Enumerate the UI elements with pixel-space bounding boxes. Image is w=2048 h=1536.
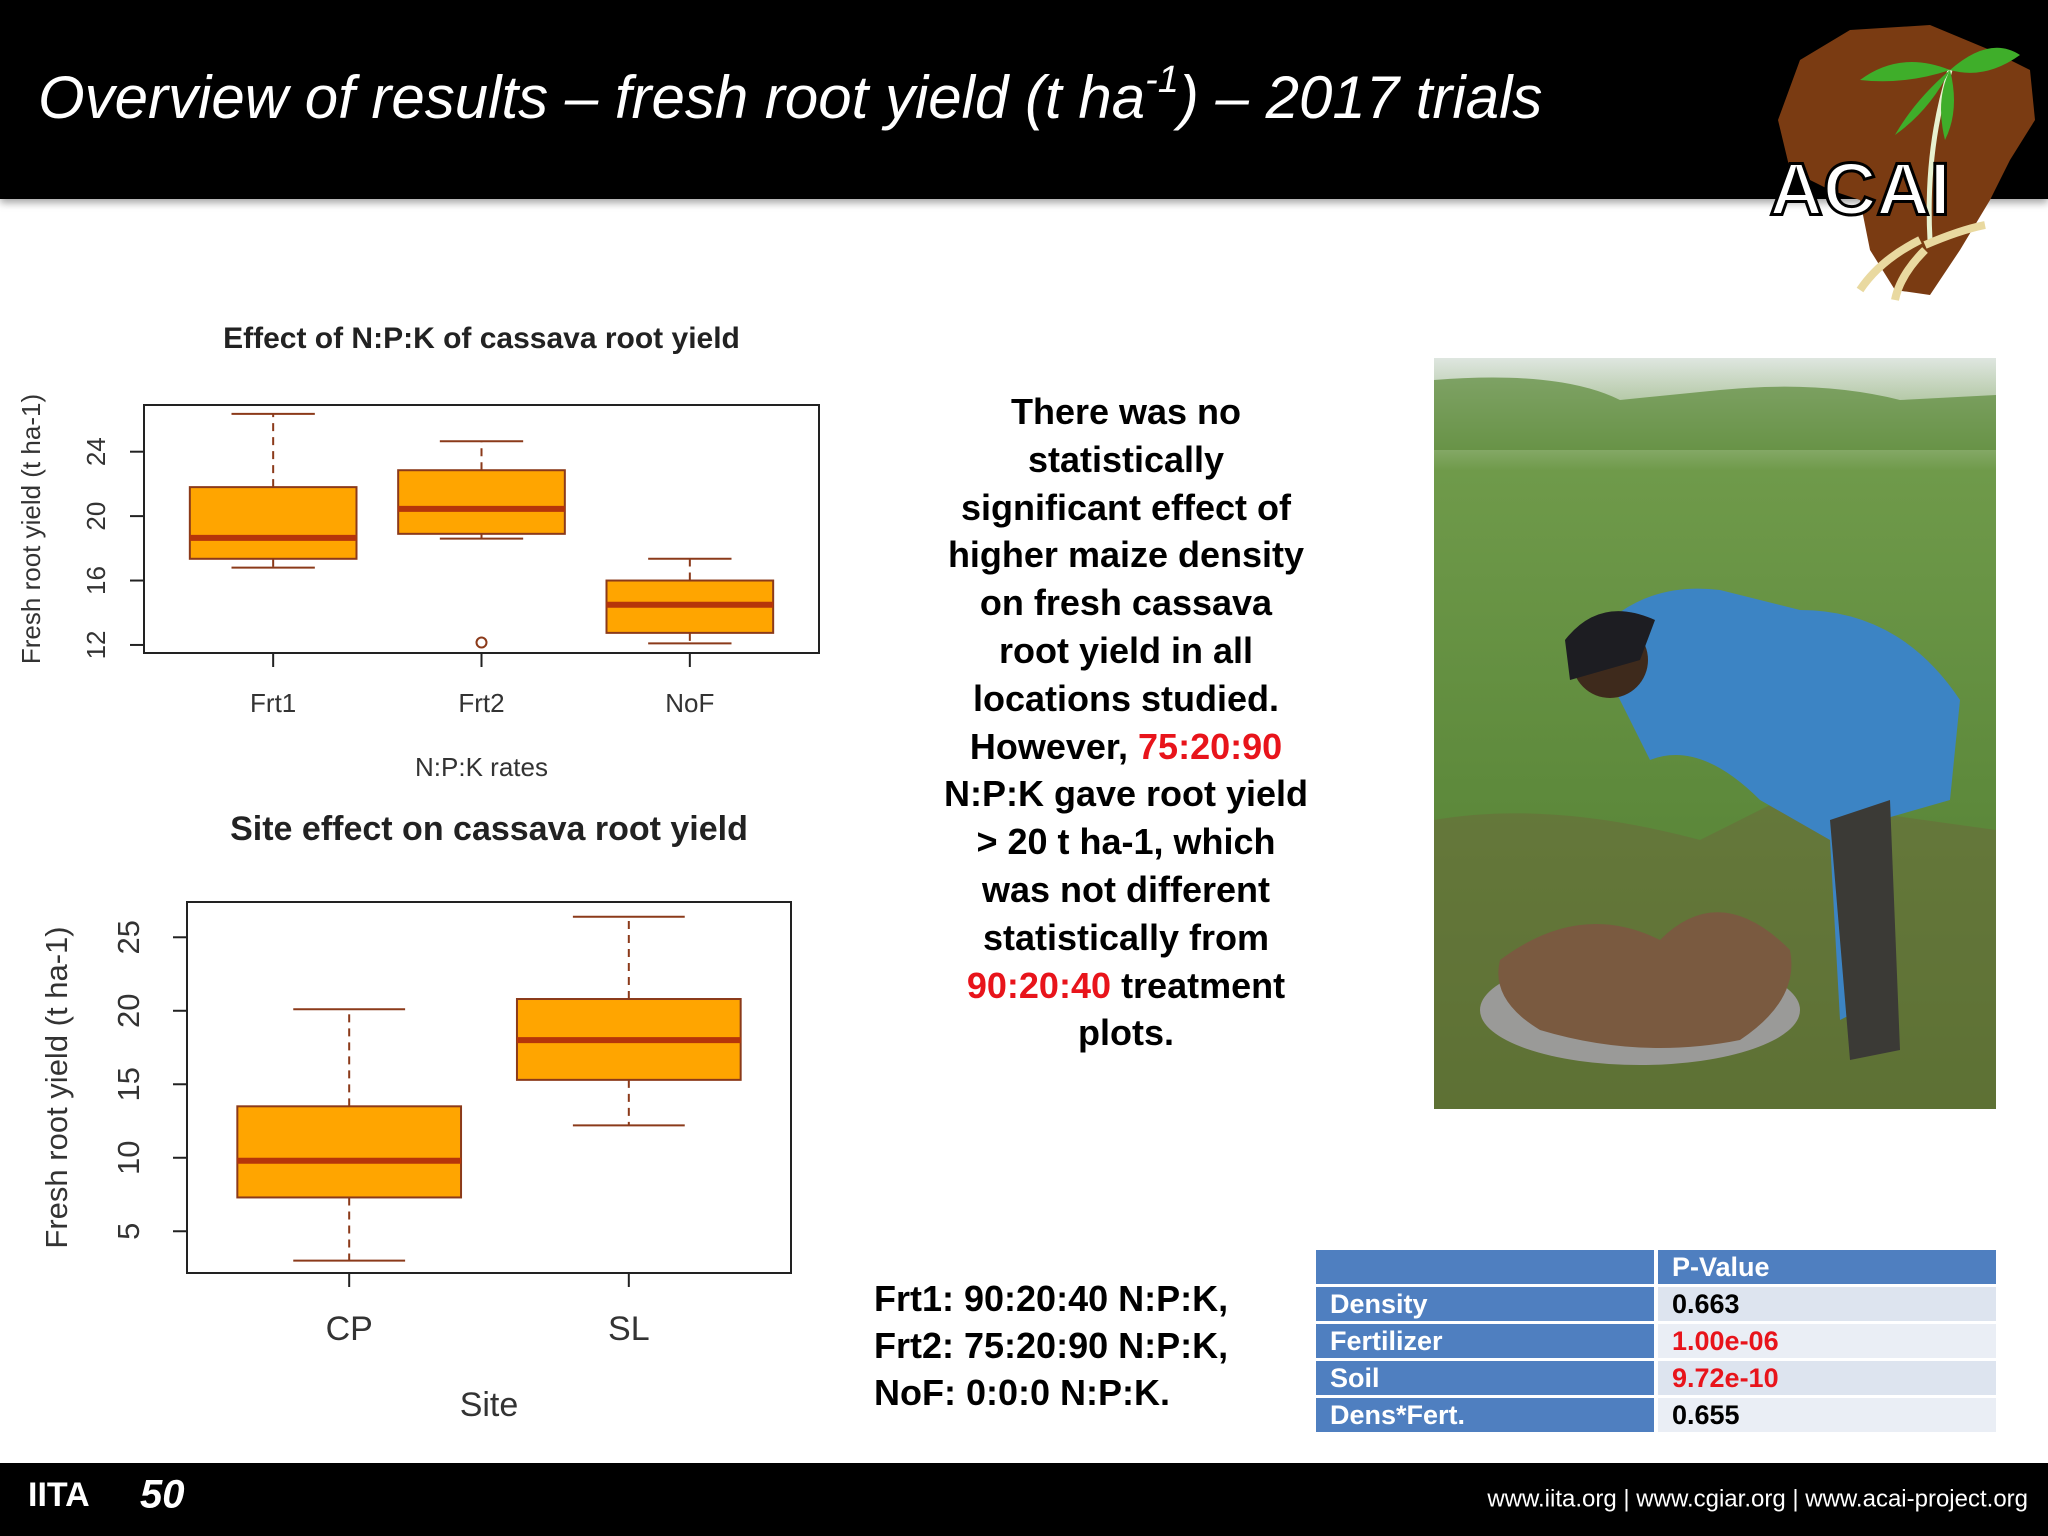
y-tick-label: 20: [81, 502, 111, 531]
y-axis-label: Fresh root yield (t ha-1): [16, 394, 46, 664]
chart-title: Site effect on cassava root yield: [230, 810, 748, 848]
summary-text-segment: higher maize density: [947, 534, 1305, 576]
summary-line: statistically: [886, 436, 1366, 484]
header-cell: P-Value: [1658, 1250, 1996, 1284]
x-tick-label: SL: [608, 1310, 650, 1348]
summary-line: N:P:K gave root yield: [886, 770, 1366, 818]
summary-text: There was no statistically significant eff…: [886, 388, 1366, 1057]
summary-line: 90:20:40 treatment: [886, 962, 1366, 1010]
anniversary-logo: 50: [140, 1473, 185, 1517]
summary-text-segment: was not different: [981, 868, 1271, 910]
title-part: ) – 2017 trials: [1173, 64, 1543, 131]
x-axis-label: Site: [460, 1386, 519, 1424]
summary-text-segment: locations studied.: [972, 677, 1280, 719]
x-tick-label: Frt2: [458, 688, 504, 718]
acai-logo: ACAI: [1768, 25, 2035, 301]
iita-logo: IITA: [28, 1476, 90, 1514]
x-tick-label: CP: [326, 1310, 373, 1348]
highlighted-rate: 75:20:90: [1138, 725, 1283, 767]
summary-line: statistically from: [886, 914, 1366, 962]
treatment-note: Frt2: 75:20:90 N:P:K,: [874, 1325, 1229, 1366]
p-value-cell: 1.00e-06: [1658, 1324, 1996, 1358]
y-tick-label: 16: [81, 566, 111, 595]
x-tick-label: Frt1: [250, 688, 296, 718]
summary-line: There was no: [886, 388, 1366, 436]
treatment-note: NoF: 0:0:0 N:P:K.: [874, 1372, 1170, 1413]
table-row: Density 0.663: [1316, 1287, 1996, 1321]
summary-text-segment: There was no: [1010, 391, 1242, 432]
summary-text-segment: N:P:K gave root yield: [943, 773, 1309, 815]
person-cap: [1565, 611, 1655, 680]
header-bar: [0, 0, 2048, 199]
p-value-cell: 9.72e-10: [1658, 1361, 1996, 1395]
box: [397, 469, 566, 535]
factor-cell: Fertilizer: [1316, 1324, 1658, 1358]
table-row: Dens*Fert. 0.655: [1316, 1398, 1996, 1432]
summary-line: higher maize density: [886, 531, 1366, 579]
summary-line: significant effect of: [886, 484, 1366, 532]
summary-line: plots.: [886, 1009, 1366, 1057]
title-part: Overview of results – fresh root yield (…: [38, 64, 1145, 131]
chart-title: Effect of N:P:K of cassava root yield: [223, 322, 740, 355]
summary-text-segment: treatment: [1121, 964, 1286, 1006]
highlighted-rate: 90:20:40: [966, 964, 1111, 1006]
leaves: [1860, 47, 2020, 140]
summary-line: > 20 t ha-1, which: [886, 818, 1366, 866]
p-value-table: P-Value Density 0.663 Fertilizer 1.00e-06 So…: [1316, 1247, 1996, 1435]
table-row: Fertilizer 1.00e-06: [1316, 1324, 1996, 1358]
summary-line: locations studied.: [886, 675, 1366, 723]
dry-leaves: [1856, 221, 1986, 301]
summary-text-segment: statistically from: [982, 916, 1270, 958]
box: [188, 486, 358, 560]
treatment-notes: Frt1: 90:20:40 N:P:K, Frt2: 75:20:90 N:P:…: [874, 1275, 1228, 1416]
person-trousers: [1830, 800, 1900, 1060]
box: [236, 1105, 463, 1199]
header-cell: [1316, 1250, 1658, 1284]
footer-bar: [0, 1463, 2048, 1536]
summary-text-segment: plots.: [1078, 1012, 1174, 1054]
summary-text-segment: However,: [969, 725, 1128, 767]
footer-links: www.iita.org | www.cgiar.org | www.acai-…: [1486, 1485, 2028, 1512]
title-superscript: -1: [1145, 59, 1179, 101]
y-tick-label: 25: [111, 920, 146, 954]
factor-cell: Dens*Fert.: [1316, 1398, 1658, 1432]
summary-line: However, 75:20:90: [886, 723, 1366, 771]
y-axis-label: Fresh root yield (t ha-1): [39, 926, 74, 1248]
outlier: [475, 636, 488, 649]
p-value-cell: 0.655: [1658, 1398, 1996, 1432]
summary-text-segment: root yield in all: [998, 629, 1254, 671]
x-axis-label: N:P:K rates: [415, 752, 548, 782]
slide-title: Overview of results – fresh root yield (…: [38, 59, 1542, 131]
factor-cell: Soil: [1316, 1361, 1658, 1395]
summary-line: was not different: [886, 866, 1366, 914]
y-tick-label: 10: [111, 1141, 146, 1175]
summary-line: on fresh cassava: [886, 579, 1366, 627]
table-header-row: P-Value: [1316, 1250, 1996, 1284]
plot-frame: [186, 901, 792, 1274]
summary-text-segment: significant effect of: [960, 486, 1292, 528]
y-tick-label: 15: [111, 1067, 146, 1101]
acai-text: ACAI: [1770, 148, 1951, 231]
summary-line: root yield in all: [886, 627, 1366, 675]
cassava-roots: [1498, 912, 1792, 1048]
p-value-cell: 0.663: [1658, 1287, 1996, 1321]
summary-text-segment: on fresh cassava: [979, 582, 1273, 624]
y-tick-label: 5: [111, 1223, 146, 1240]
summary-text-segment: statistically: [1027, 438, 1225, 480]
factor-cell: Density: [1316, 1287, 1658, 1321]
trees: [1434, 377, 1996, 450]
summary-text-segment: > 20 t ha-1, which: [976, 821, 1276, 863]
y-tick-label: 20: [111, 994, 146, 1028]
y-tick-label: 12: [81, 630, 111, 659]
x-tick-label: NoF: [665, 688, 714, 718]
treatment-note: Frt1: 90:20:40 N:P:K,: [874, 1278, 1229, 1319]
table-row: Soil 9.72e-10: [1316, 1361, 1996, 1395]
y-tick-label: 24: [81, 437, 111, 466]
photo: [1434, 358, 1996, 1109]
